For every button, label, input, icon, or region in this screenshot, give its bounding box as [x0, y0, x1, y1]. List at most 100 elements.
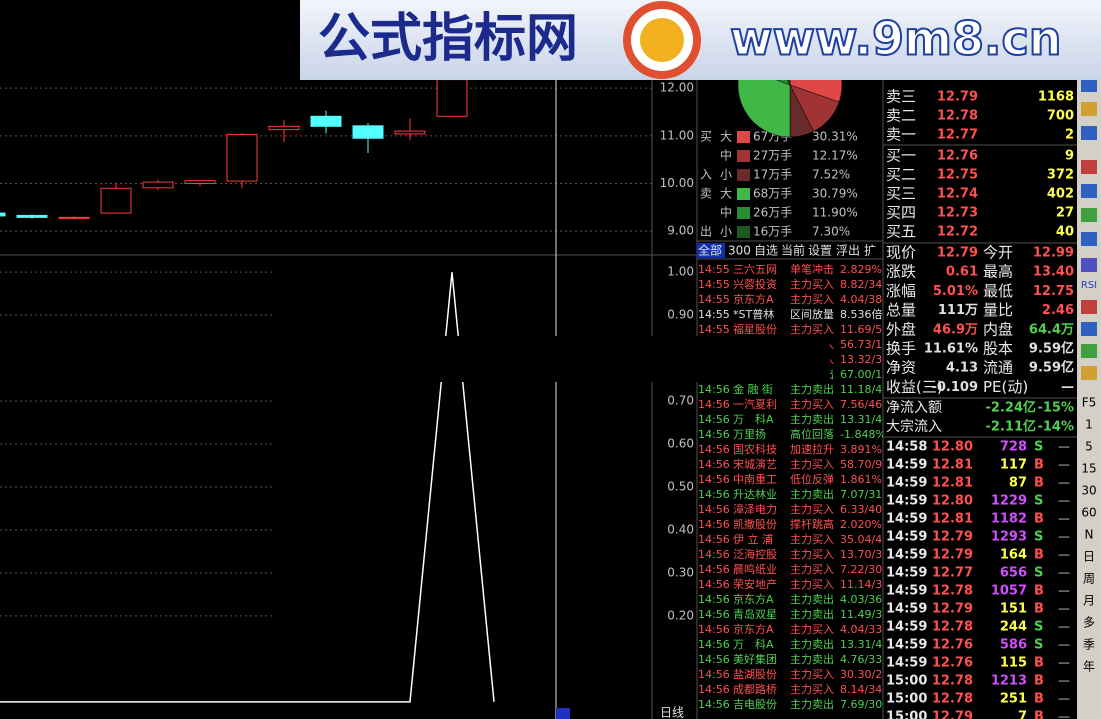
- tool-button[interactable]: 60: [1081, 506, 1096, 520]
- quote-label: 涨幅: [886, 282, 916, 300]
- news-value: 7.22/30: [840, 563, 882, 576]
- quote-value: 64.4万: [1029, 322, 1074, 337]
- tool-button[interactable]: 30: [1081, 484, 1096, 498]
- news-event: 低位反弹: [790, 472, 834, 486]
- tab[interactable]: 自选: [754, 244, 778, 258]
- trade-time: 14:58: [886, 440, 927, 455]
- news-event: 主力买入: [790, 623, 834, 636]
- tab[interactable]: 浮出: [836, 244, 860, 258]
- tab[interactable]: 300: [728, 244, 751, 258]
- quote-value: 5.01%: [933, 284, 978, 299]
- book-label: 卖二: [886, 107, 916, 125]
- quote-label: PE(动): [983, 378, 1028, 396]
- tool-icon[interactable]: [1081, 208, 1097, 222]
- news-stock: 中南重工: [733, 472, 777, 486]
- trade-volume: 1057: [991, 584, 1027, 599]
- tool-icon[interactable]: [1081, 344, 1097, 358]
- news-time: 14:56: [698, 458, 730, 471]
- trade-volume: 1213: [991, 674, 1027, 689]
- tool-icon[interactable]: [1081, 258, 1097, 272]
- news-stock: 万 科A: [733, 412, 774, 426]
- book-volume: 9: [1065, 149, 1074, 164]
- flow-percent: -14%: [1037, 420, 1074, 435]
- news-time: 14:56: [698, 578, 730, 591]
- news-value: 4.76/33: [840, 653, 882, 666]
- toolbar-bg: [1077, 0, 1101, 719]
- news-event: 撑杆跳高: [790, 517, 834, 531]
- quote-label: 内盘: [983, 320, 1013, 338]
- trade-time: 14:59: [886, 494, 927, 509]
- news-value: 4.04/33: [840, 623, 882, 636]
- news-stock: 万 科A: [733, 637, 774, 651]
- book-volume: 2: [1065, 128, 1074, 143]
- quote-label: 净资: [886, 359, 916, 377]
- tool-button[interactable]: 季: [1083, 638, 1095, 652]
- banner-title: 公式指标网: [318, 9, 578, 69]
- tool-icon[interactable]: [1081, 102, 1097, 116]
- tab[interactable]: 当前: [781, 243, 805, 258]
- book-label: 卖一: [886, 126, 916, 144]
- tool-icon[interactable]: [1081, 232, 1097, 246]
- tab[interactable]: 全部: [698, 243, 722, 258]
- news-value: 56.73/1: [840, 338, 882, 351]
- flow-swatch: [737, 188, 750, 200]
- quote-label: 外盘: [886, 320, 916, 338]
- tool-icon[interactable]: [1081, 126, 1097, 140]
- quote-value: 4.13: [946, 361, 978, 376]
- tool-button[interactable]: N: [1085, 528, 1094, 542]
- tool-button[interactable]: 月: [1083, 594, 1095, 608]
- candle-body: [310, 115, 342, 127]
- tool-button[interactable]: F5: [1082, 396, 1097, 410]
- tool-icon[interactable]: [1081, 322, 1097, 336]
- book-label: 买三: [886, 185, 916, 203]
- news-event: 主力买入: [790, 563, 834, 576]
- tool-button[interactable]: 年: [1083, 660, 1095, 674]
- trade-volume: 251: [1000, 692, 1027, 707]
- tool-button[interactable]: 日: [1083, 550, 1095, 564]
- tab[interactable]: 扩: [864, 244, 876, 258]
- news-stock: 盐湖股份: [733, 668, 777, 681]
- flow-side: 出: [700, 225, 712, 239]
- news-value: 67.00/1: [840, 368, 882, 381]
- flow-size: 小: [720, 225, 732, 239]
- quote-value: -0.109: [931, 380, 978, 395]
- news-event: 主力卖出: [790, 637, 834, 651]
- news-value: 4.03/36: [840, 593, 882, 606]
- news-value: 7.69/30: [840, 698, 882, 711]
- flow-size: 大: [720, 130, 732, 144]
- y-tick-label: 0.20: [667, 608, 694, 622]
- tool-button[interactable]: 1: [1085, 418, 1093, 432]
- tool-button[interactable]: 多: [1083, 616, 1095, 630]
- news-value: 3.891%: [840, 443, 882, 456]
- flow-side: 卖: [700, 187, 712, 201]
- tool-icon[interactable]: [1081, 184, 1097, 198]
- tab[interactable]: 设置: [808, 244, 832, 258]
- tool-icon[interactable]: [1081, 366, 1097, 380]
- flow-swatch: [737, 226, 750, 238]
- quote-label: 流通: [983, 359, 1013, 377]
- trade-volume: 1182: [991, 512, 1027, 527]
- tool-icon[interactable]: [1081, 160, 1097, 174]
- news-event: 主力卖出: [790, 607, 834, 621]
- tool-button[interactable]: 5: [1085, 440, 1093, 454]
- book-label: 买二: [886, 166, 916, 184]
- tool-button[interactable]: RSI: [1081, 280, 1097, 291]
- trade-price: 12.78: [932, 584, 973, 599]
- book-volume: 1168: [1038, 90, 1074, 105]
- book-label: 卖三: [886, 88, 916, 106]
- trade-time: 14:59: [886, 548, 927, 563]
- news-stock: 伊 立 浦: [733, 532, 773, 546]
- tool-icon[interactable]: [1081, 300, 1097, 314]
- quote-label: 股本: [983, 340, 1013, 358]
- tool-icon[interactable]: [1081, 78, 1097, 92]
- book-price: 12.74: [937, 187, 978, 202]
- indicator-line: [0, 272, 495, 703]
- news-time: 14:56: [698, 608, 730, 621]
- book-price: 12.79: [937, 90, 978, 105]
- news-stock: 吉电股份: [733, 698, 777, 711]
- tool-button[interactable]: 15: [1081, 462, 1096, 476]
- quote-value: 12.99: [1033, 246, 1074, 261]
- trade-volume: 164: [1000, 548, 1027, 563]
- tool-button[interactable]: 周: [1083, 572, 1095, 586]
